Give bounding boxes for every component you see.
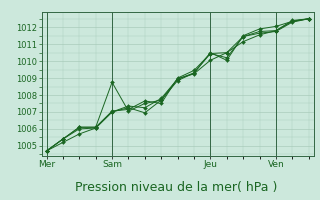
Text: Pression niveau de la mer( hPa ): Pression niveau de la mer( hPa ) (75, 181, 277, 194)
